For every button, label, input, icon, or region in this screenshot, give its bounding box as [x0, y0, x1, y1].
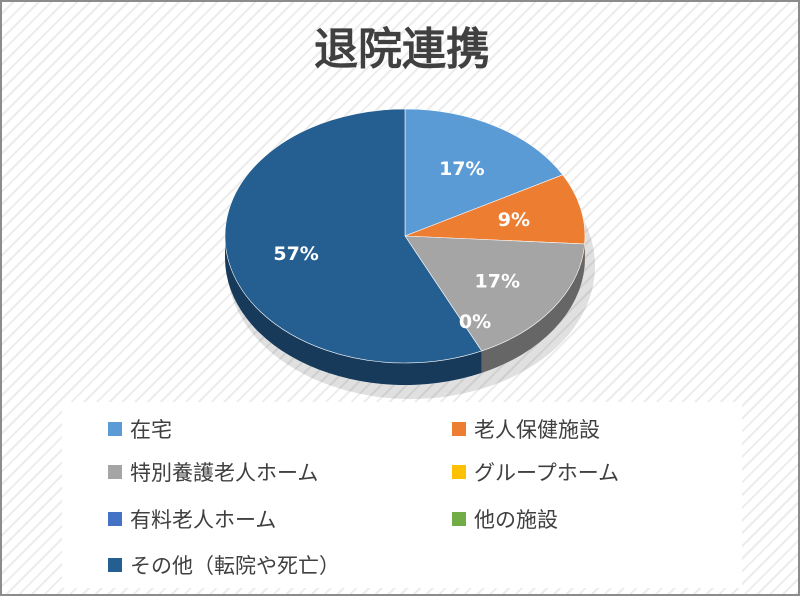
- legend-label: グループホーム: [474, 461, 620, 485]
- pie-slice-side: [225, 236, 482, 385]
- legend-item-paid-home: 有料老人ホーム: [108, 504, 276, 534]
- legend-item-home: 在宅: [108, 414, 172, 444]
- legend-label: 在宅: [130, 418, 172, 442]
- pie-slice: [224, 108, 483, 364]
- legend-label: 老人保健施設: [474, 418, 600, 442]
- legend-label: 特別養護老人ホーム: [130, 461, 319, 485]
- legend-swatch: [452, 512, 466, 526]
- chart-title: 退院連携: [314, 24, 490, 75]
- legend-label: 他の施設: [474, 508, 558, 532]
- legend-item-group-home: グループホーム: [452, 457, 619, 487]
- pie-chart: 17% 9% 17% 0% 57%: [224, 108, 595, 399]
- legend-swatch: [452, 465, 466, 479]
- legend-swatch: [108, 465, 122, 479]
- pie-data-label: 0%: [459, 311, 491, 333]
- pie-slice: [404, 108, 564, 237]
- legend-item-nursing-home: 特別養護老人ホーム: [108, 457, 318, 487]
- legend-label: 有料老人ホーム: [130, 508, 277, 532]
- legend-swatch: [108, 512, 122, 526]
- pie-data-label: 57%: [273, 243, 318, 265]
- legend-swatch: [452, 422, 466, 436]
- pie-slice: [404, 235, 585, 352]
- legend-swatch: [108, 422, 122, 436]
- legend-label: その他（転院や死亡）: [130, 554, 340, 578]
- pie-data-label: 9%: [498, 209, 530, 231]
- legend-item-other: その他（転院や死亡）: [108, 550, 340, 580]
- pie-slice: [404, 174, 586, 245]
- legend: 在宅 老人保健施設 特別養護老人ホーム グループホーム 有料老人ホーム 他の施設…: [62, 402, 742, 588]
- pie-data-label: 17%: [439, 158, 484, 180]
- legend-item-other-facility: 他の施設: [452, 504, 558, 534]
- pie-data-label: 17%: [475, 270, 520, 292]
- legend-swatch: [108, 558, 122, 572]
- legend-item-geriatric-facility: 老人保健施設: [452, 414, 600, 444]
